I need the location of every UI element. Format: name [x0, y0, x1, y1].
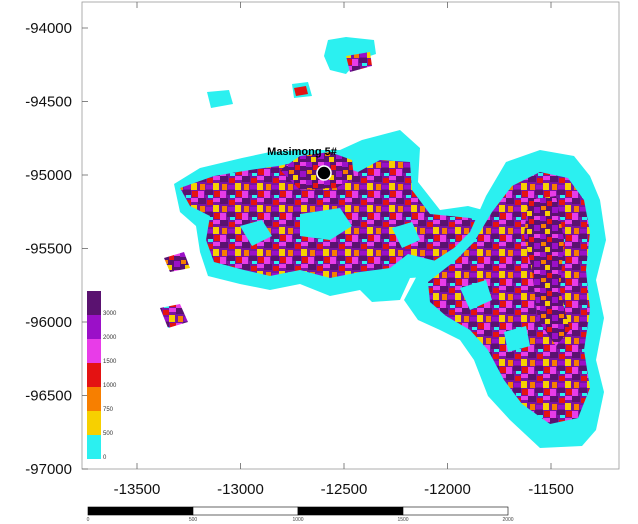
y-tick-label: -97000: [25, 461, 72, 478]
y-axis: -94000 -94500 -95000 -95500 -96000 -96500 -970…: [25, 20, 88, 478]
scale-segment: [87, 506, 194, 516]
y-tick-label: -96500: [25, 388, 72, 405]
y-tick-label: -94000: [25, 20, 72, 37]
scale-label: 1500: [397, 517, 408, 523]
legend-swatch: [87, 291, 101, 315]
x-axis: -13500 -13000 -12500 -12000 -11500: [114, 2, 574, 498]
y-tick-label: -94500: [25, 94, 72, 111]
y-tick-label: -95500: [25, 241, 72, 258]
map-regions: [160, 37, 606, 448]
scale-segment: [402, 506, 509, 516]
scale-segment: [192, 506, 299, 516]
x-tick-label: -12000: [424, 481, 471, 498]
legend-swatch: [87, 315, 101, 339]
legend-swatch: [87, 339, 101, 363]
legend-swatch: [87, 411, 101, 435]
x-tick-label: -13500: [114, 481, 161, 498]
scale-bar: 0 500 1000 1500 2000: [87, 506, 514, 523]
x-tick-label: -13000: [217, 481, 264, 498]
color-legend: 3000 2000 1500 1000 750 500 0: [87, 291, 117, 461]
scale-label: 0: [87, 517, 90, 523]
legend-label: 500: [103, 431, 114, 437]
legend-label: 3000: [103, 311, 117, 317]
scale-label: 500: [189, 517, 198, 523]
legend-label: 0: [103, 455, 107, 461]
legend-swatch: [87, 387, 101, 411]
legend-label: 1000: [103, 383, 117, 389]
x-tick-label: -11500: [528, 481, 574, 498]
scale-label: 1000: [292, 517, 303, 523]
legend-swatch: [87, 363, 101, 387]
well-marker: Masimong 5#: [267, 146, 337, 181]
scale-segment: [297, 506, 404, 516]
legend-label: 750: [103, 407, 114, 413]
well-label: Masimong 5#: [267, 146, 337, 158]
scale-label: 2000: [502, 517, 513, 523]
well-dot: [316, 165, 332, 181]
y-tick-label: -95000: [25, 167, 72, 184]
x-tick-label: -12500: [321, 481, 368, 498]
legend-label: 2000: [103, 335, 117, 341]
legend-label: 1500: [103, 359, 117, 365]
y-tick-label: -96000: [25, 314, 72, 331]
legend-swatch: [87, 435, 101, 459]
